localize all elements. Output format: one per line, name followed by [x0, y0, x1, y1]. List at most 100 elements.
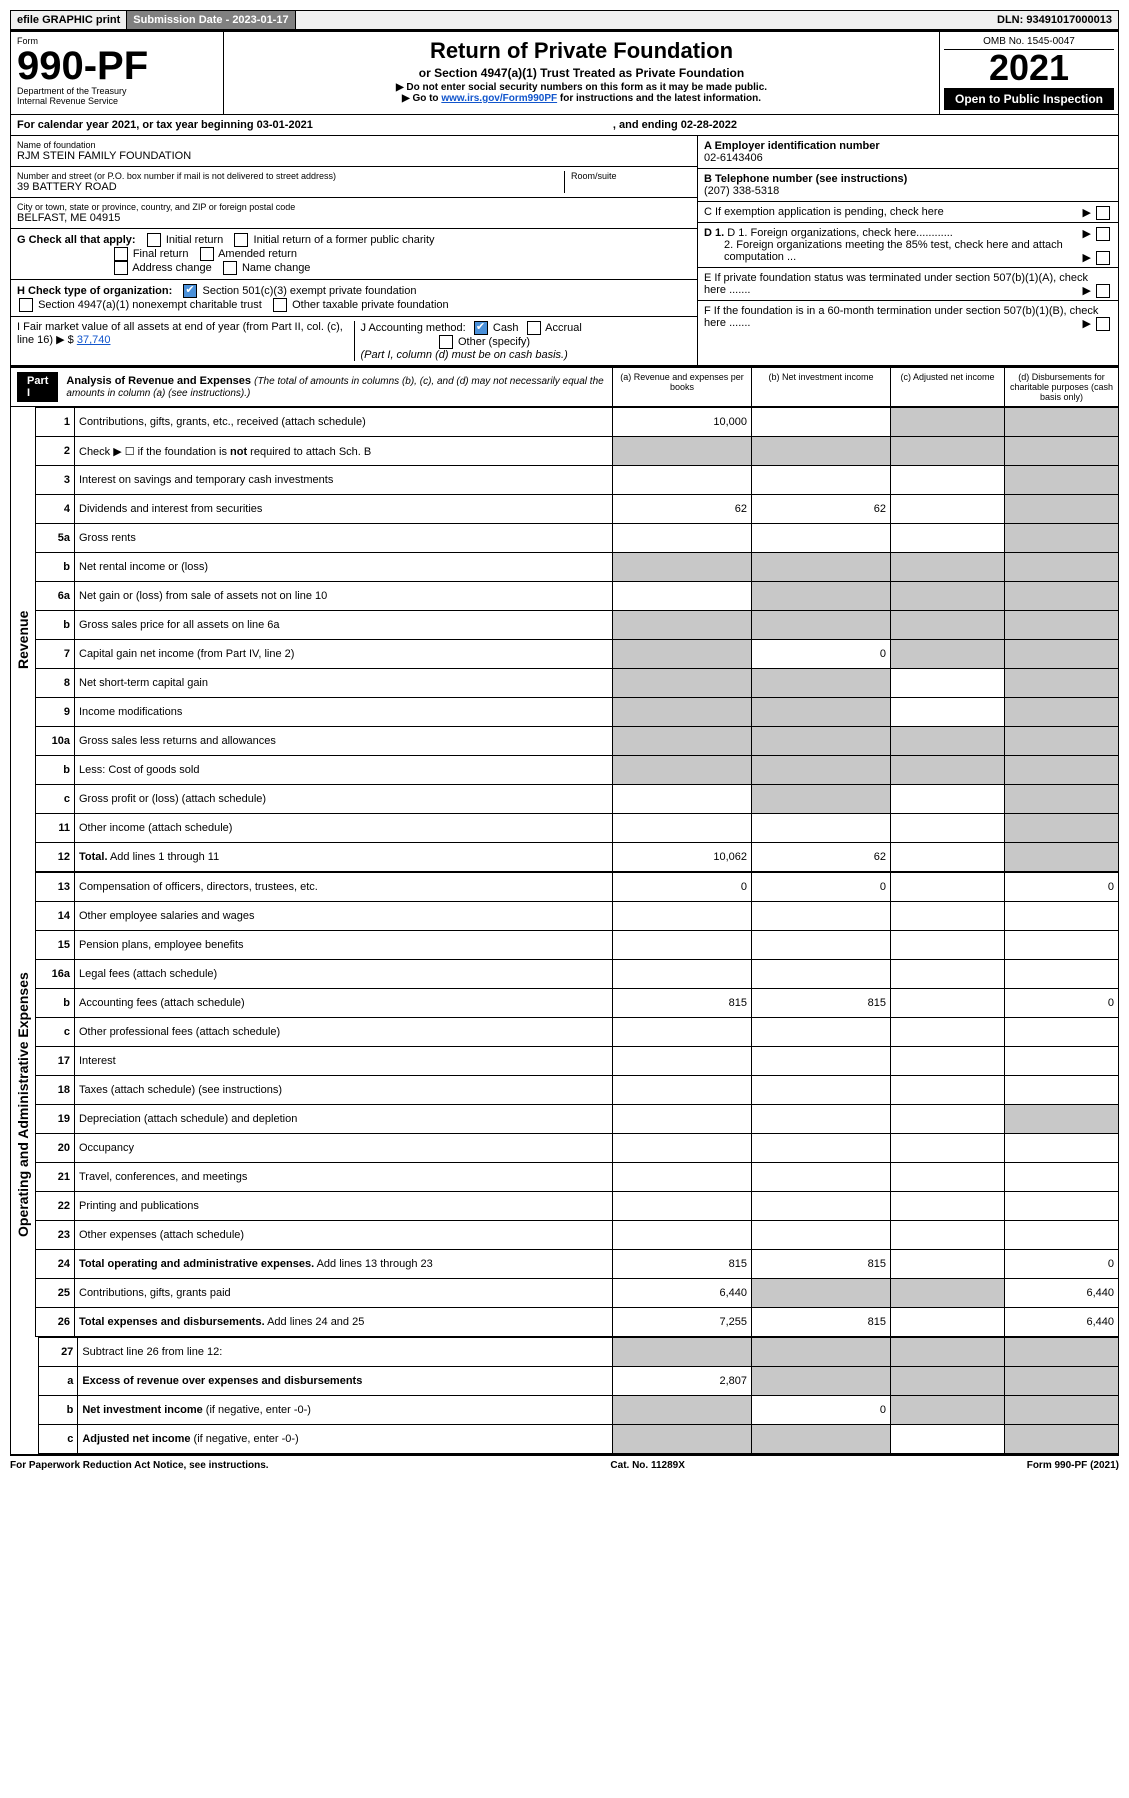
j-other[interactable]: [439, 335, 453, 349]
room-label: Room/suite: [564, 171, 691, 193]
cell-val: [1005, 1076, 1119, 1105]
line-num: 3: [36, 466, 75, 495]
cell-val: 62: [752, 495, 891, 524]
cell-val: [1005, 1221, 1119, 1250]
cell-grey: [613, 756, 752, 785]
c-check[interactable]: [1096, 206, 1110, 220]
line-desc: Total. Add lines 1 through 11: [75, 843, 613, 872]
cell-grey: [1005, 669, 1119, 698]
dept: Department of the Treasury: [17, 86, 217, 96]
cell-val: [891, 1192, 1005, 1221]
line-desc: Net investment income (if negative, ente…: [78, 1396, 613, 1425]
line-num: 19: [36, 1105, 75, 1134]
h-4947[interactable]: [19, 298, 33, 312]
footer-right: Form 990-PF (2021): [1027, 1460, 1119, 1471]
cell-grey: [1005, 1105, 1119, 1134]
cell-val: [891, 989, 1005, 1018]
line-desc: Gross rents: [75, 524, 613, 553]
table-row: 27Subtract line 26 from line 12:: [39, 1338, 1119, 1367]
cell-val: [752, 1134, 891, 1163]
cell-val: 0: [1005, 1250, 1119, 1279]
cell-grey: [1005, 466, 1119, 495]
open-public: Open to Public Inspection: [944, 88, 1114, 110]
cell-grey: [891, 640, 1005, 669]
h-501c3[interactable]: [183, 284, 197, 298]
cell-val: [613, 1221, 752, 1250]
cell-val: [891, 1221, 1005, 1250]
j-accrual[interactable]: [527, 321, 541, 335]
d2-check[interactable]: [1096, 251, 1110, 265]
cell-val: [752, 1221, 891, 1250]
j-cash[interactable]: [474, 321, 488, 335]
line-desc: Net short-term capital gain: [75, 669, 613, 698]
g-amended[interactable]: [200, 247, 214, 261]
fmv-link[interactable]: 37,740: [77, 334, 111, 346]
info-block: Name of foundation RJM STEIN FAMILY FOUN…: [10, 136, 1119, 366]
cell-val: [891, 698, 1005, 727]
line-desc: Legal fees (attach schedule): [75, 960, 613, 989]
line-num: 24: [36, 1250, 75, 1279]
cell-val: [891, 931, 1005, 960]
cell-grey: [891, 437, 1005, 466]
cell-grey: [891, 1338, 1005, 1367]
line-num: 5a: [36, 524, 75, 553]
table-row: bGross sales price for all assets on lin…: [36, 611, 1119, 640]
cell-val: [613, 466, 752, 495]
f-check[interactable]: [1096, 317, 1110, 331]
g-initial-return[interactable]: [147, 233, 161, 247]
table-row: cAdjusted net income (if negative, enter…: [39, 1425, 1119, 1454]
cell-val: 62: [752, 843, 891, 872]
cell-grey: [1005, 727, 1119, 756]
irs-link[interactable]: www.irs.gov/Form990PF: [441, 93, 557, 104]
cell-val: [891, 1250, 1005, 1279]
line-desc: Other expenses (attach schedule): [75, 1221, 613, 1250]
h-other-tax[interactable]: [273, 298, 287, 312]
cell-val: [1005, 902, 1119, 931]
cell-val: [1005, 1192, 1119, 1221]
cell-val: [752, 466, 891, 495]
line-num: b: [36, 611, 75, 640]
cell-grey: [891, 727, 1005, 756]
line-num: 18: [36, 1076, 75, 1105]
e-check[interactable]: [1096, 284, 1110, 298]
cell-val: [891, 902, 1005, 931]
g-addr-change[interactable]: [114, 261, 128, 275]
g-name-change[interactable]: [223, 261, 237, 275]
cell-val: [891, 1425, 1005, 1454]
table-row: 7Capital gain net income (from Part IV, …: [36, 640, 1119, 669]
cell-val: [613, 582, 752, 611]
cell-grey: [1005, 785, 1119, 814]
section-h: H Check type of organization: Section 50…: [11, 280, 697, 317]
cell-grey: [1005, 1425, 1119, 1454]
cell-val: [613, 1192, 752, 1221]
cell-grey: [891, 1279, 1005, 1308]
line-desc: Interest on savings and temporary cash i…: [75, 466, 613, 495]
note2: ▶ Go to www.irs.gov/Form990PF for instru…: [230, 93, 933, 104]
topbar: efile GRAPHIC print Submission Date - 20…: [10, 10, 1119, 30]
table-row: 24Total operating and administrative exp…: [36, 1250, 1119, 1279]
cell-val: 10,000: [613, 408, 752, 437]
cell-val: [752, 931, 891, 960]
cell-val: [752, 1105, 891, 1134]
cell-val: [1005, 931, 1119, 960]
cell-grey: [1005, 698, 1119, 727]
g-final-return[interactable]: [114, 247, 128, 261]
line-desc: Contributions, gifts, grants paid: [75, 1279, 613, 1308]
cell-val: [891, 1134, 1005, 1163]
cell-val: [891, 814, 1005, 843]
f-label: F If the foundation is in a 60-month ter…: [704, 305, 1098, 329]
table-row: 10aGross sales less returns and allowanc…: [36, 727, 1119, 756]
cell-val: [891, 669, 1005, 698]
revenue-section: Revenue 1Contributions, gifts, grants, e…: [10, 407, 1119, 872]
d1-check[interactable]: [1096, 227, 1110, 241]
line-desc: Total operating and administrative expen…: [75, 1250, 613, 1279]
line-desc: Printing and publications: [75, 1192, 613, 1221]
cell-val: 0: [752, 640, 891, 669]
line-num: 23: [36, 1221, 75, 1250]
g-initial-former[interactable]: [234, 233, 248, 247]
cell-grey: [1005, 408, 1119, 437]
cell-grey: [613, 1338, 752, 1367]
line-num: 1: [36, 408, 75, 437]
table-row: 6aNet gain or (loss) from sale of assets…: [36, 582, 1119, 611]
cell-val: [752, 902, 891, 931]
